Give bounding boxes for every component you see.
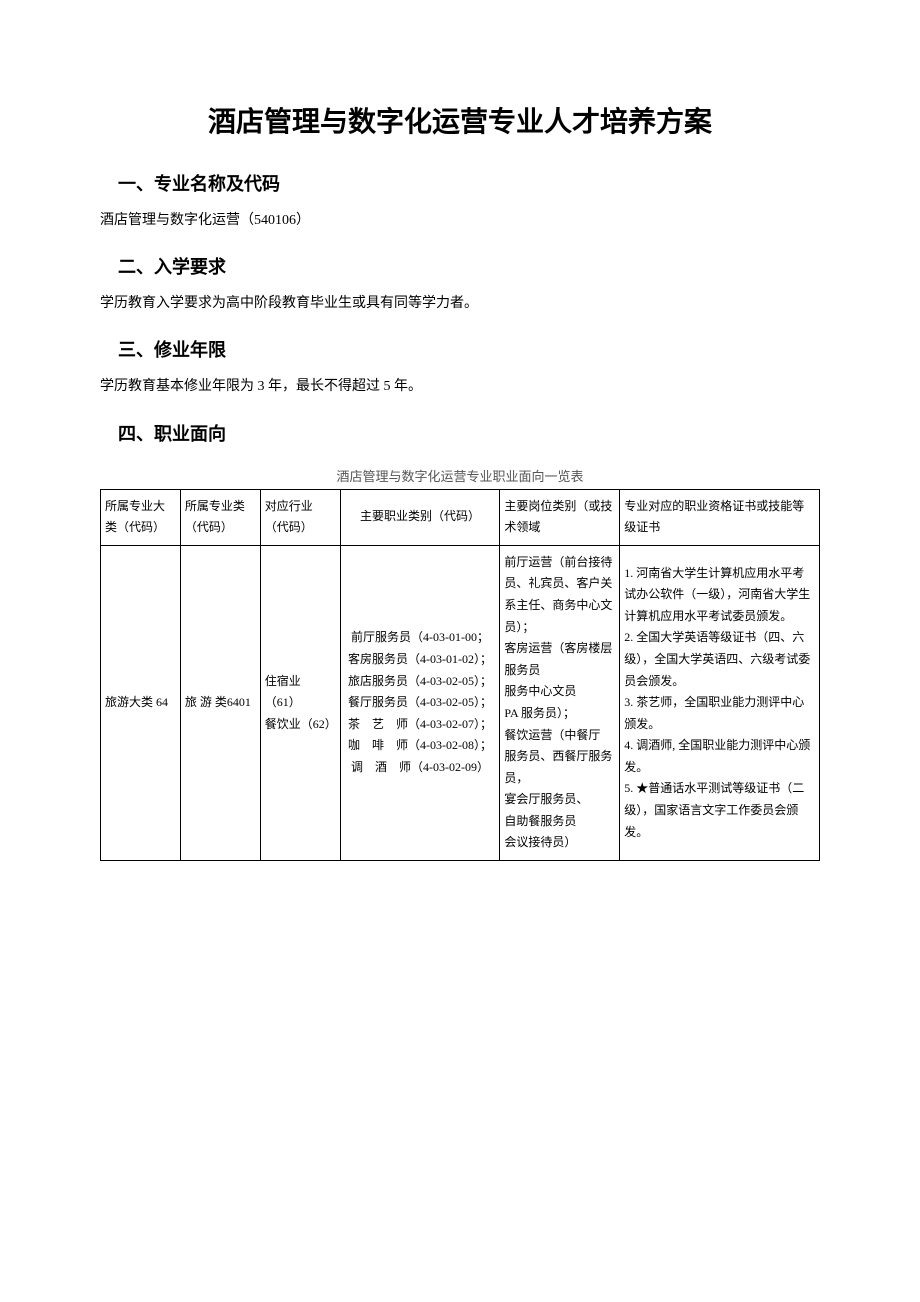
cell-major-class: 旅 游 类6401 xyxy=(180,545,260,860)
cell-occupation: 前厅服务员（4-03-01-00；客房服务员（4-03-01-02）；旅店服务员… xyxy=(340,545,500,860)
section-body-1: 酒店管理与数字化运营（540106） xyxy=(100,208,820,233)
section-body-3: 学历教育基本修业年限为 3 年，最长不得超过 5 年。 xyxy=(100,374,820,399)
table-header-4: 主要职业类别（代码） xyxy=(340,489,500,545)
table-header-1: 所属专业大类（代码） xyxy=(101,489,181,545)
cell-major-category: 旅游大类 64 xyxy=(101,545,181,860)
document-title: 酒店管理与数字化运营专业人才培养方案 xyxy=(100,100,820,140)
section-heading-4: 四、职业面向 xyxy=(100,420,820,446)
section-heading-3: 三、修业年限 xyxy=(100,336,820,362)
section-body-2: 学历教育入学要求为高中阶段教育毕业生或具有同等学力者。 xyxy=(100,291,820,316)
career-table: 所属专业大类（代码） 所属专业类（代码） 对应行业（代码） 主要职业类别（代码）… xyxy=(100,489,820,862)
cell-position: 前厅运营（前台接待员、礼宾员、客户关系主任、商务中心文员）；客房运营（客房楼层服… xyxy=(500,545,620,860)
table-header-3: 对应行业（代码） xyxy=(260,489,340,545)
section-heading-1: 一、专业名称及代码 xyxy=(100,170,820,196)
cell-industry: 住宿业（61）餐饮业（62） xyxy=(260,545,340,860)
table-header-5: 主要岗位类别（或技术领域 xyxy=(500,489,620,545)
table-header-6: 专业对应的职业资格证书或技能等级证书 xyxy=(620,489,820,545)
table-header-row: 所属专业大类（代码） 所属专业类（代码） 对应行业（代码） 主要职业类别（代码）… xyxy=(101,489,820,545)
cell-certificate: 1. 河南省大学生计算机应用水平考试办公软件（一级），河南省大学生计算机应用水平… xyxy=(620,545,820,860)
table-caption: 酒店管理与数字化运营专业职业面向一览表 xyxy=(100,466,820,485)
section-heading-2: 二、入学要求 xyxy=(100,253,820,279)
table-header-2: 所属专业类（代码） xyxy=(180,489,260,545)
table-row: 旅游大类 64 旅 游 类6401 住宿业（61）餐饮业（62） 前厅服务员（4… xyxy=(101,545,820,860)
